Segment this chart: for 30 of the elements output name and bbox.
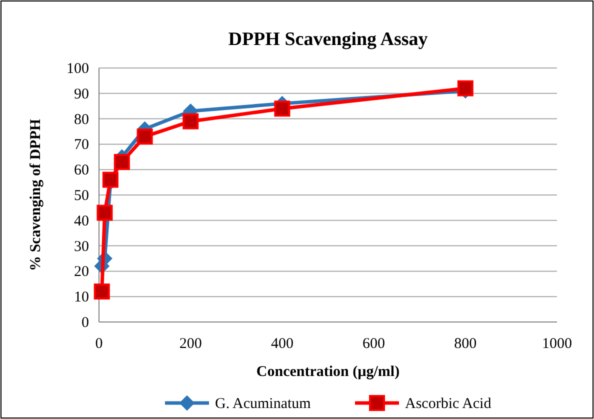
point: [136, 128, 153, 145]
legend-label: G. Acuminatum: [215, 396, 312, 412]
point: [182, 113, 199, 130]
y-tick-label: 70: [74, 137, 89, 154]
legend-label: Ascorbic Acid: [405, 396, 492, 412]
point: [457, 80, 474, 96]
x-tick-label: 400: [270, 336, 294, 352]
y-tick-label: 80: [74, 112, 89, 128]
chart-title: DPPH Scavenging Assay: [228, 29, 428, 50]
point: [274, 100, 290, 117]
y-tick-label: 20: [74, 264, 89, 280]
y-tick-label: 10: [74, 290, 89, 306]
point: [94, 284, 110, 300]
y-tick-label: 40: [74, 213, 89, 230]
y-axis-title: % Scavenging of DPPH: [28, 118, 44, 272]
x-axis-title: Concentration (µg/ml): [256, 364, 400, 380]
x-tick-label: 0: [95, 336, 103, 352]
y-tick-label: 30: [74, 238, 89, 255]
x-tick-label: 1000: [542, 336, 572, 352]
point: [96, 204, 113, 221]
y-tick-label: 0: [82, 315, 89, 331]
point: [102, 172, 118, 188]
x-tick-label: 600: [362, 336, 386, 352]
y-tick-label: 60: [74, 162, 89, 179]
y-tick-label: 90: [74, 86, 89, 102]
x-tick-label: 200: [179, 336, 202, 352]
x-tick-label: 800: [454, 336, 477, 352]
point: [114, 154, 130, 170]
y-tick-label: 50: [74, 188, 89, 204]
y-tick-label: 100: [66, 61, 89, 77]
